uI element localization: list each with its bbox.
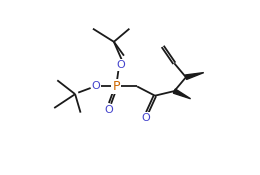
Polygon shape [185, 73, 204, 79]
Text: O: O [141, 113, 150, 123]
Polygon shape [173, 89, 191, 99]
Text: P: P [113, 80, 120, 93]
Text: O: O [92, 81, 100, 92]
Text: O: O [116, 60, 125, 70]
Text: O: O [105, 104, 114, 115]
